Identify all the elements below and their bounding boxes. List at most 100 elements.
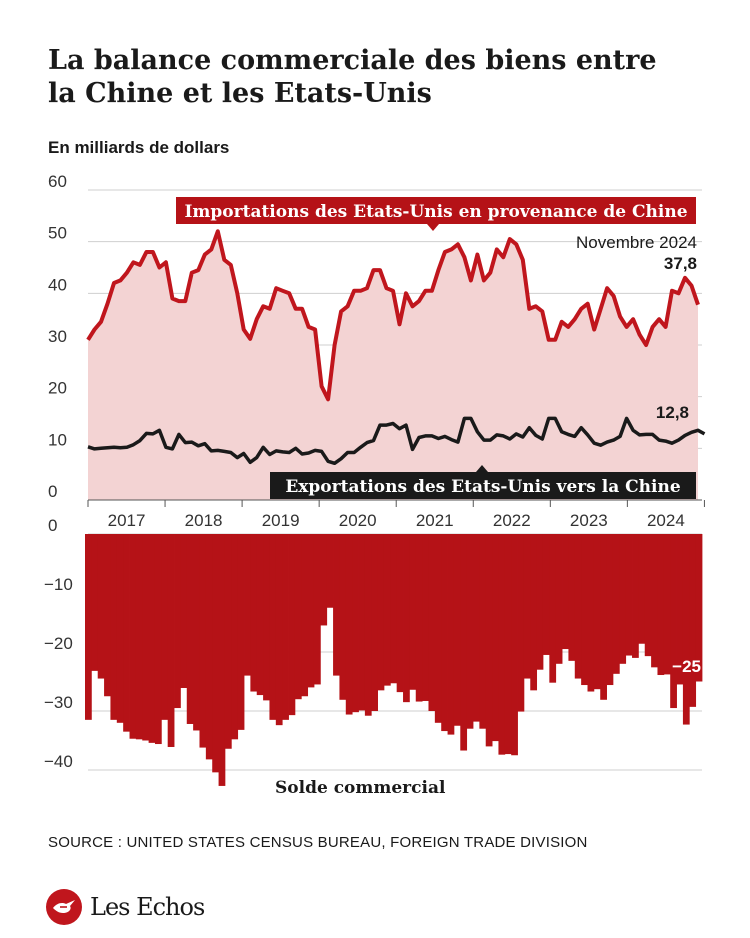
echos-bird-icon: [46, 889, 82, 925]
balance-bars: [85, 534, 703, 786]
balance-bar: [574, 534, 582, 679]
imports-label-bg: [176, 197, 696, 224]
balance-bar: [339, 534, 347, 700]
balance-bar: [689, 534, 697, 707]
balance-bar: [333, 534, 340, 676]
balance-bar: [307, 534, 315, 688]
balance-bar: [390, 534, 398, 684]
balance-bar: [593, 534, 601, 690]
balance-bar: [167, 534, 175, 747]
balance-bar: [345, 534, 353, 715]
y-tick-label: −20: [44, 634, 73, 653]
balance-bar: [453, 534, 461, 726]
balance-bar: [313, 534, 321, 685]
balance-bar: [549, 534, 557, 683]
balance-bar: [568, 534, 576, 661]
y-tick-label: 60: [48, 172, 67, 191]
balance-bar: [231, 534, 239, 740]
balance-bar: [364, 534, 372, 716]
x-axis: 2017 2018 2019 2020 2021 2022 2023 2024: [87, 499, 705, 530]
balance-bar: [180, 534, 188, 688]
y-tick-label: −40: [44, 752, 73, 771]
balance-bar: [606, 534, 614, 686]
x-tick-label: 2023: [570, 511, 608, 530]
balance-bar: [651, 534, 658, 668]
balance-bar: [193, 534, 200, 731]
balance-bar: [695, 534, 703, 682]
balance-bar: [129, 534, 137, 739]
balance-bar: [199, 534, 207, 748]
x-tick-label: 2024: [647, 511, 685, 530]
balance-bar: [288, 534, 296, 716]
balance-bar: [600, 534, 607, 700]
balance-bar: [619, 534, 627, 664]
y-tick-label: 50: [48, 224, 67, 243]
balance-bar: [154, 534, 162, 745]
balance-bar: [377, 534, 385, 691]
balance-bar: [504, 534, 512, 755]
balance-bar: [104, 534, 111, 697]
balance-bar: [161, 534, 169, 720]
balance-bar: [186, 534, 194, 724]
balance-bar: [91, 534, 99, 671]
balance-bar: [256, 534, 264, 696]
balance-bar: [441, 534, 448, 732]
balance-bar: [358, 534, 366, 711]
balance-bar: [479, 534, 487, 729]
annotation-date: Novembre 2024: [576, 233, 697, 252]
balance-bar: [205, 534, 213, 760]
balance-bar: [517, 534, 525, 712]
balance-bar: [562, 534, 569, 650]
balance-bar: [409, 534, 417, 690]
balance-bar: [85, 534, 92, 720]
exports-label: Exportations des Etats-Unis vers la Chin…: [285, 477, 681, 497]
balance-bar: [97, 534, 105, 679]
balance-bar: [218, 534, 226, 786]
balance-bar: [403, 534, 410, 703]
bottom-y-axis: 0 −10 −20 −30 −40: [44, 516, 73, 771]
source-note: SOURCE : UNITED STATES CENSUS BUREAU, FO…: [48, 834, 588, 851]
y-tick-label: 0: [48, 482, 57, 501]
balance-bar: [371, 534, 378, 711]
x-tick-label: 2020: [339, 511, 377, 530]
balance-bar: [644, 534, 652, 657]
y-tick-label: −10: [44, 575, 73, 594]
balance-bar: [237, 534, 245, 730]
y-tick-label: 0: [48, 516, 57, 535]
balance-bar: [224, 534, 232, 749]
balance-bar: [632, 534, 639, 658]
balance-bar: [415, 534, 423, 702]
balance-bar: [612, 534, 620, 674]
balance-bar: [638, 534, 646, 644]
balance-bar: [250, 534, 258, 692]
exports-end-label: 12,8: [656, 403, 689, 422]
balance-bar: [581, 534, 588, 686]
balance-bar: [663, 534, 671, 675]
exports-label-box: Exportations des Etats-Unis vers la Chin…: [270, 465, 696, 499]
y-tick-label: 20: [48, 379, 67, 398]
balance-bar: [212, 534, 219, 773]
chart-subtitle: En milliards de dollars: [48, 138, 230, 157]
balance-bar: [657, 534, 665, 676]
exports-line: [87, 416, 706, 466]
x-tick-label: 2022: [493, 511, 531, 530]
balance-bar: [422, 534, 429, 701]
exports-label-pointer: [476, 465, 488, 472]
balance-bar: [492, 534, 499, 742]
balance-bar: [542, 534, 550, 655]
balance-bar: [676, 534, 684, 685]
x-tick-label: 2021: [416, 511, 454, 530]
chart-title: La balance commerciale des biens entre l…: [48, 45, 657, 109]
balance-bar: [460, 534, 468, 751]
y-tick-label: 40: [48, 275, 67, 294]
balance-bar: [523, 534, 531, 679]
imports-area: [88, 231, 698, 501]
x-tick-label: 2019: [262, 511, 300, 530]
imports-label: Importations des Etats-Unis en provenanc…: [184, 202, 687, 222]
balance-bar: [396, 534, 404, 693]
x-tick-label: 2018: [185, 511, 223, 530]
balance-bar: [625, 534, 633, 656]
balance-bar: [135, 534, 143, 740]
exports-label-bg: [270, 472, 696, 499]
balance-bar: [428, 534, 436, 711]
